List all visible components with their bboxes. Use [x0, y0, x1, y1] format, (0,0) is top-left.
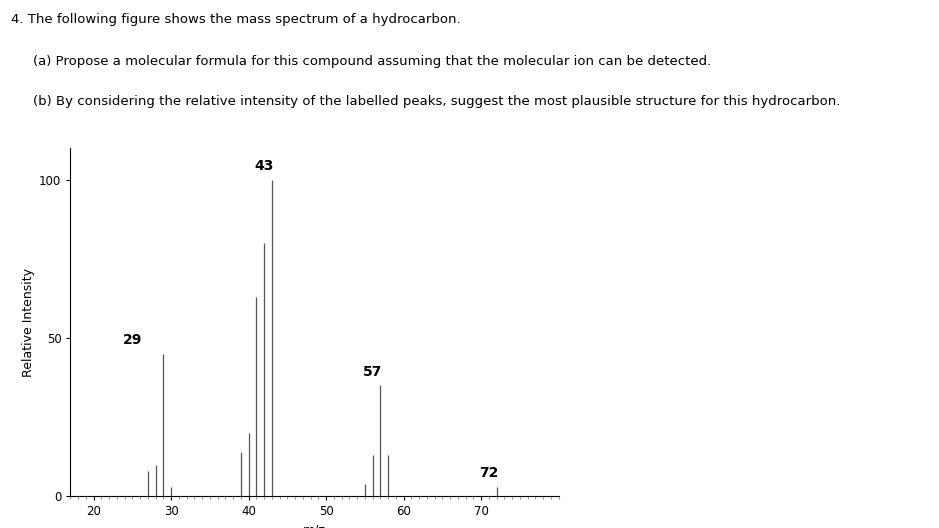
- Text: 57: 57: [363, 365, 382, 379]
- Text: 4. The following figure shows the mass spectrum of a hydrocarbon.: 4. The following figure shows the mass s…: [11, 13, 461, 26]
- Text: (b) By considering the relative intensity of the labelled peaks, suggest the mos: (b) By considering the relative intensit…: [33, 95, 840, 108]
- Y-axis label: Relative Intensity: Relative Intensity: [22, 268, 35, 376]
- Text: 72: 72: [479, 466, 499, 480]
- Text: 29: 29: [123, 333, 142, 347]
- Text: 43: 43: [254, 159, 274, 173]
- Text: (a) Propose a molecular formula for this compound assuming that the molecular io: (a) Propose a molecular formula for this…: [33, 55, 711, 69]
- X-axis label: m/z: m/z: [303, 524, 326, 528]
